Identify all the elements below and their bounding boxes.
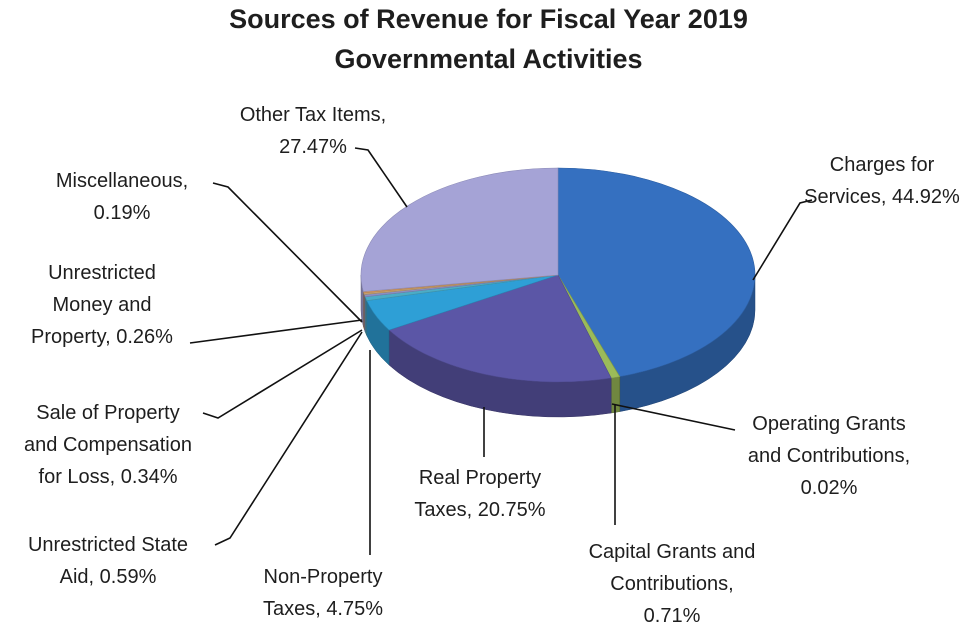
leader-line-6 xyxy=(202,329,363,419)
pie-slice-other-tax-items xyxy=(360,167,559,292)
data-label-other-tax-items: Other Tax Items, 27.47% xyxy=(240,104,386,158)
pie-slice-charges-for-services xyxy=(557,167,756,377)
data-label-unrestricted-state-aid: Unrestricted State Aid, 0.59% xyxy=(28,534,188,588)
data-label-miscellaneous: Miscellaneous, 0.19% xyxy=(56,170,188,224)
data-label-capital-grants-and-contributions: Capital Grants and Contributions, 0.71% xyxy=(589,541,756,627)
pie-slices xyxy=(360,167,756,383)
data-label-real-property-taxes: Real Property Taxes, 20.75% xyxy=(414,467,545,521)
data-label-charges-for-services: Charges for Services, 44.92% xyxy=(804,154,960,208)
chart-title: Sources of Revenue for Fiscal Year 2019 xyxy=(229,4,748,34)
data-label-unrestricted-money-and-property: Unrestricted Money and Property, 0.26% xyxy=(31,262,173,348)
leader-line-1 xyxy=(611,403,736,431)
chart-subtitle: Governmental Activities xyxy=(334,44,643,74)
pie-slice-real-property-taxes xyxy=(388,274,612,383)
leader-line-0 xyxy=(752,199,813,281)
leader-line-5 xyxy=(214,331,363,546)
leader-line-8 xyxy=(212,182,363,323)
data-label-operating-grants-and-contributions: Operating Grants and Contributions, 0.02% xyxy=(748,413,910,499)
data-label-non-property-taxes: Non-Property Taxes, 4.75% xyxy=(263,566,383,620)
leader-line-9 xyxy=(354,147,408,208)
data-label-sale-of-property-and-compensation-for-loss: Sale of Property and Compensation for Loss… xyxy=(24,402,192,488)
leader-line-7 xyxy=(189,319,363,344)
